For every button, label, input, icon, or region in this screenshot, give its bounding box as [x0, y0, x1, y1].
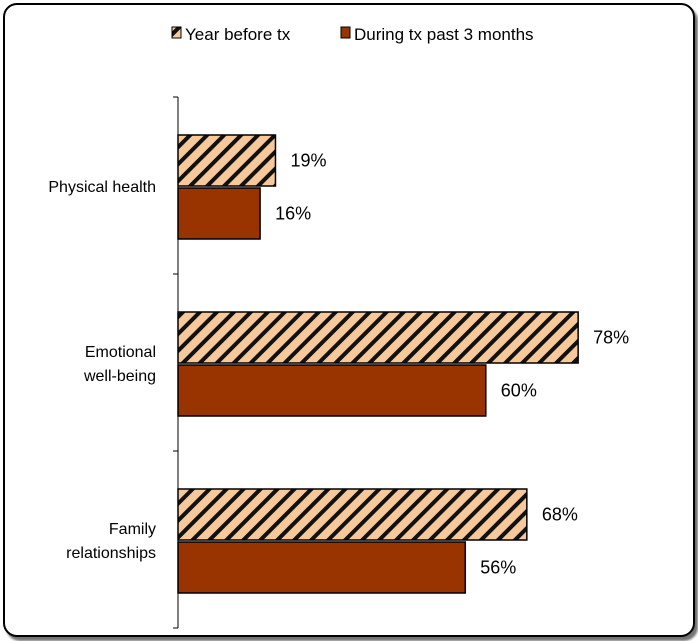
value-label-2-2: 60%: [501, 381, 537, 401]
bar-2-2: [177, 364, 487, 417]
bar-2-1: [177, 187, 261, 240]
legend-label-2: During tx past 3 months: [354, 25, 534, 44]
legend-swatch-1: [171, 26, 182, 39]
legend-swatch-2: [340, 26, 351, 39]
category-label-1: Physical health: [48, 179, 156, 196]
value-label-1-3: 68%: [542, 505, 578, 525]
value-label-1-2: 78%: [593, 328, 629, 348]
bar-1-3: [177, 488, 528, 541]
category-label-3: Family relationships: [66, 521, 156, 562]
value-labels: 19% 16% 78% 60% 68% 56%: [275, 151, 629, 578]
category-labels: Physical health Emotional well-being Family…: [48, 179, 156, 562]
value-label-1-1: 19%: [290, 151, 326, 171]
category-label-2: Emotional well-being: [83, 344, 156, 385]
legend: Year before tx During tx past 3 months: [171, 25, 534, 44]
legend-label-1: Year before tx: [185, 25, 291, 44]
bars: [177, 134, 579, 594]
bar-1-2: [177, 311, 579, 364]
bar-2-3: [177, 541, 467, 594]
value-label-2-3: 56%: [480, 558, 516, 578]
value-label-2-1: 16%: [275, 204, 311, 224]
bar-1-1: [177, 134, 277, 187]
